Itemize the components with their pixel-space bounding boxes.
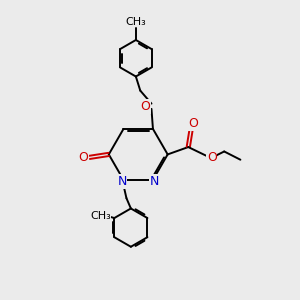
- Text: O: O: [78, 151, 88, 164]
- Text: O: O: [207, 151, 217, 164]
- Text: CH₃: CH₃: [90, 211, 111, 221]
- Text: CH₃: CH₃: [125, 17, 146, 27]
- Text: O: O: [188, 117, 198, 130]
- Text: N: N: [150, 175, 159, 188]
- Text: O: O: [141, 100, 151, 113]
- Text: N: N: [117, 175, 127, 188]
